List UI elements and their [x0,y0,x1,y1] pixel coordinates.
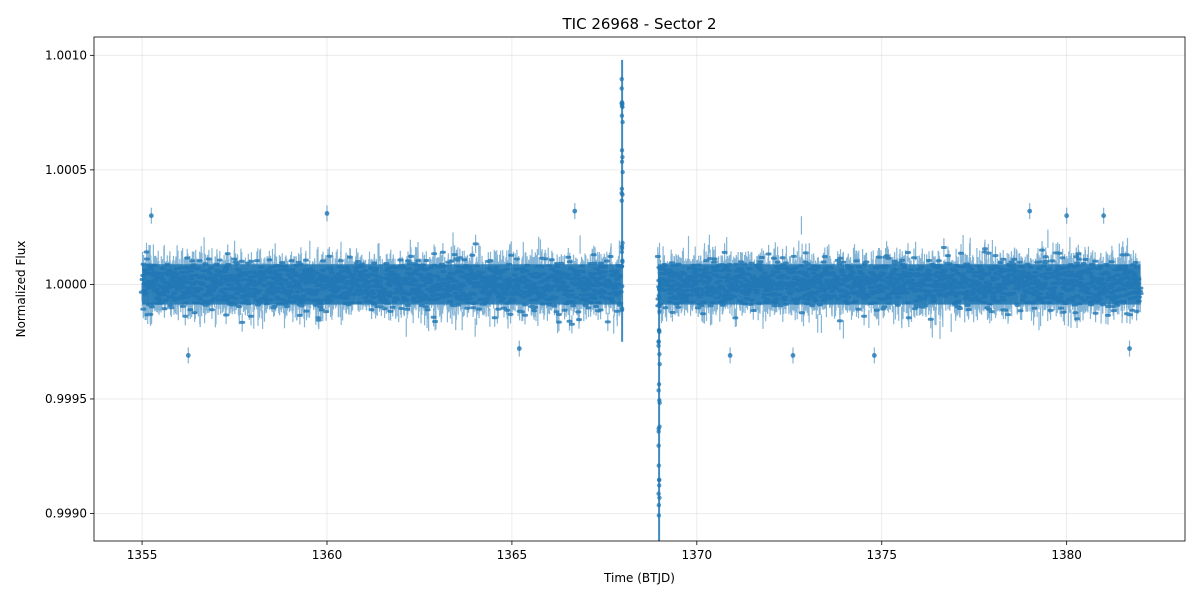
x-axis: 1355 1360 1365 1370 1375 1380 [127,541,1082,562]
spike-point [620,154,625,160]
spike-point [619,264,625,269]
x-tick-label: 1365 [497,548,528,562]
spike-point [656,343,661,349]
spike-point [656,388,661,393]
spike-point [619,159,625,164]
outlier-marker [790,353,796,358]
outlier-point [148,207,154,224]
spike-point [619,186,625,192]
y-axis-label: Normalized Flux [14,241,28,338]
x-tick-label: 1375 [866,548,897,562]
spike-point [657,351,662,357]
spike-point [656,483,662,488]
outlier-point [1127,340,1132,357]
plot-frame [93,36,1186,542]
spike-point [620,240,625,246]
y-tick-label: 1.0005 [45,163,87,177]
y-axis: 0.9990 0.9995 1.0000 1.0005 1.0010 [45,48,94,521]
spike-point [657,495,662,501]
spike-point [619,86,624,91]
spike-point [619,148,625,153]
outlier-marker [1127,346,1132,351]
plot-area [138,59,1144,541]
outlier-point [324,205,330,222]
y-tick-label: 0.9990 [45,507,87,521]
spike-point [619,284,625,289]
spike-point [657,309,662,314]
spike-point [656,286,662,292]
spike-point [620,169,625,175]
spike-point [620,259,625,265]
y-tick-label: 0.9995 [45,392,87,406]
spike-point [656,491,661,496]
chart-title: TIC 26968 - Sector 2 [561,15,716,33]
spike-point [656,429,661,434]
x-tick-label: 1380 [1051,548,1082,562]
outlier-marker [1027,208,1033,214]
spike-point [656,513,662,518]
spike-point [619,190,624,196]
spike-point [619,306,625,311]
spike-point [620,104,625,110]
x-tick-label: 1355 [127,548,158,562]
spike-point [619,100,625,105]
outlier-point [516,340,522,357]
spike-point [656,328,662,333]
outlier-marker [572,208,578,214]
spike-point [619,249,625,255]
flux-segment [138,232,624,337]
spike-point [656,382,662,387]
outlier-point [572,203,578,220]
flux-spike [619,59,625,342]
flux-spike [656,277,662,541]
outlier-marker [148,213,154,219]
outlier-point [727,347,733,364]
spike-point [620,119,625,125]
spike-point [619,198,624,203]
outlier-marker [871,353,877,358]
x-tick-label: 1370 [682,548,713,562]
spike-point [657,400,662,406]
spike-point [656,339,661,345]
outlier-point [185,347,191,364]
outlier-point [871,347,877,364]
spike-point [656,463,661,468]
spike-point [656,293,662,298]
y-tick-label: 1.0000 [45,277,87,291]
outlier-marker [1101,213,1107,219]
outlier-point [790,347,796,364]
outlier-marker [324,211,330,216]
outlier-point [1027,203,1033,220]
y-tick-label: 1.0010 [45,48,87,62]
x-tick-label: 1360 [312,548,343,562]
outlier-marker [516,346,522,351]
spike-point [619,246,625,251]
outlier-marker [727,353,733,358]
spike-point [656,443,661,448]
spike-point [657,361,662,367]
flux-core-band [142,264,622,305]
x-axis-label: Time (BTJD) [603,571,675,585]
spike-point [656,477,662,483]
spike-point [656,502,662,508]
outlier-point [1064,207,1070,224]
flux-core-band [657,264,1141,305]
outlier-marker [1064,213,1070,219]
spike-point [619,113,625,118]
flux-segment [654,216,1144,339]
outlier-marker [185,353,191,358]
spike-point [619,76,624,82]
outlier-point [1101,207,1107,224]
spike-point [657,303,662,309]
